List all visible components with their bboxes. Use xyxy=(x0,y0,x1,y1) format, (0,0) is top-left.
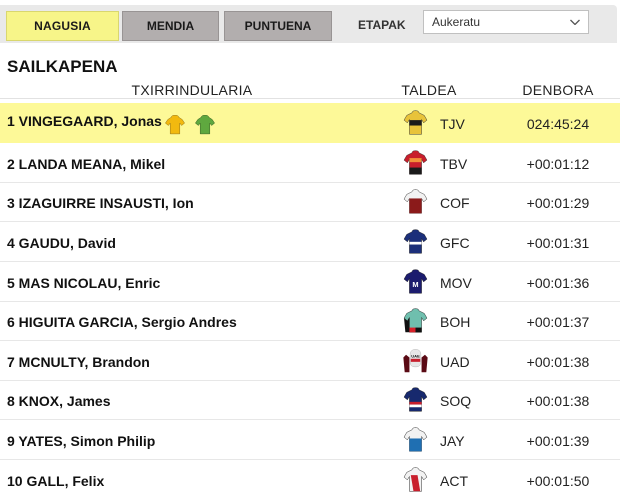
svg-text:UAE: UAE xyxy=(411,353,420,358)
svg-text:M: M xyxy=(412,280,418,289)
